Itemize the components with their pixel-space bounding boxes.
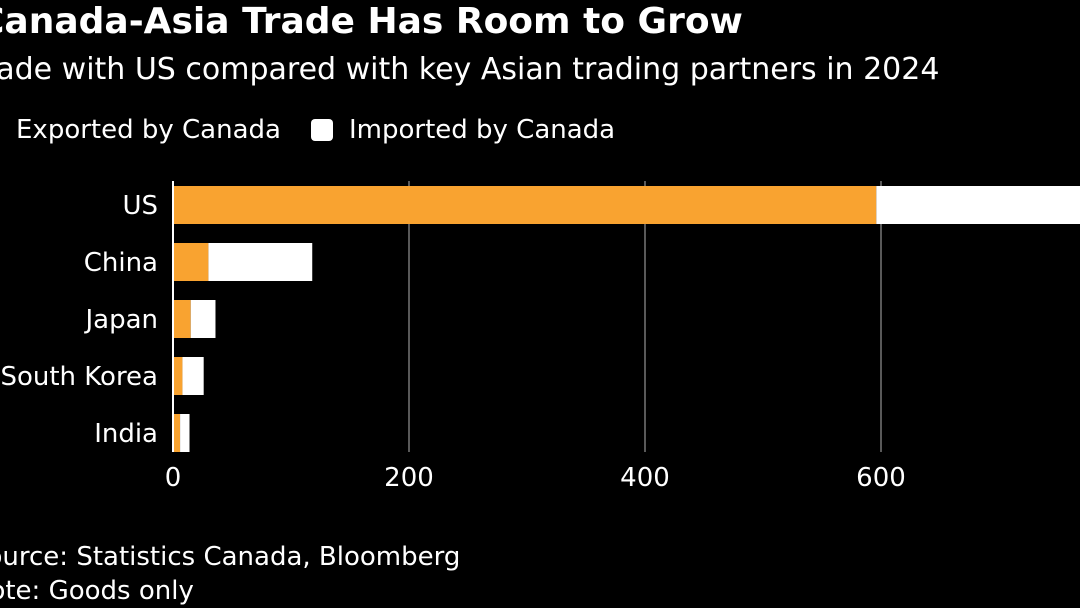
bar-india-exported — [173, 414, 181, 452]
bar-china-exported — [173, 243, 209, 281]
category-label-us: US — [122, 191, 158, 221]
legend-swatch-imported — [310, 119, 333, 141]
x-tick-label-400: 400 — [620, 463, 670, 493]
category-label-south-korea: South Korea — [0, 362, 158, 392]
bar-china-imported — [208, 243, 313, 281]
bar-south-korea-exported — [173, 357, 183, 395]
category-label-china: China — [84, 248, 158, 278]
legend-item-exported: Exported by Canada — [0, 112, 281, 148]
x-tick-label-0: 0 — [165, 463, 182, 493]
bar-india-imported — [180, 414, 190, 452]
legend-label-imported: Imported by Canada — [348, 115, 616, 145]
legend-label-exported: Exported by Canada — [16, 115, 281, 145]
bar-japan-exported — [173, 300, 191, 338]
legend: Exported by Canada Imported by Canada — [0, 112, 645, 148]
x-tick-label-200: 200 — [384, 463, 434, 493]
footnote: Note: Goods only — [0, 576, 194, 606]
source-note: Source: Statistics Canada, Bloomberg — [0, 542, 461, 572]
x-tick-label-600: 600 — [856, 463, 906, 493]
bar-us-exported — [173, 186, 877, 224]
chart-title: Canada-Asia Trade Has Room to Grow — [0, 1, 743, 42]
bar-japan-imported — [190, 300, 216, 338]
category-label-india: India — [94, 419, 158, 449]
bar-us-imported — [876, 186, 1080, 224]
chart-subtitle: Trade with US compared with key Asian tr… — [0, 52, 940, 87]
bar-south-korea-imported — [182, 357, 204, 395]
category-label-japan: Japan — [83, 305, 158, 335]
legend-item-imported: Imported by Canada — [310, 112, 616, 148]
